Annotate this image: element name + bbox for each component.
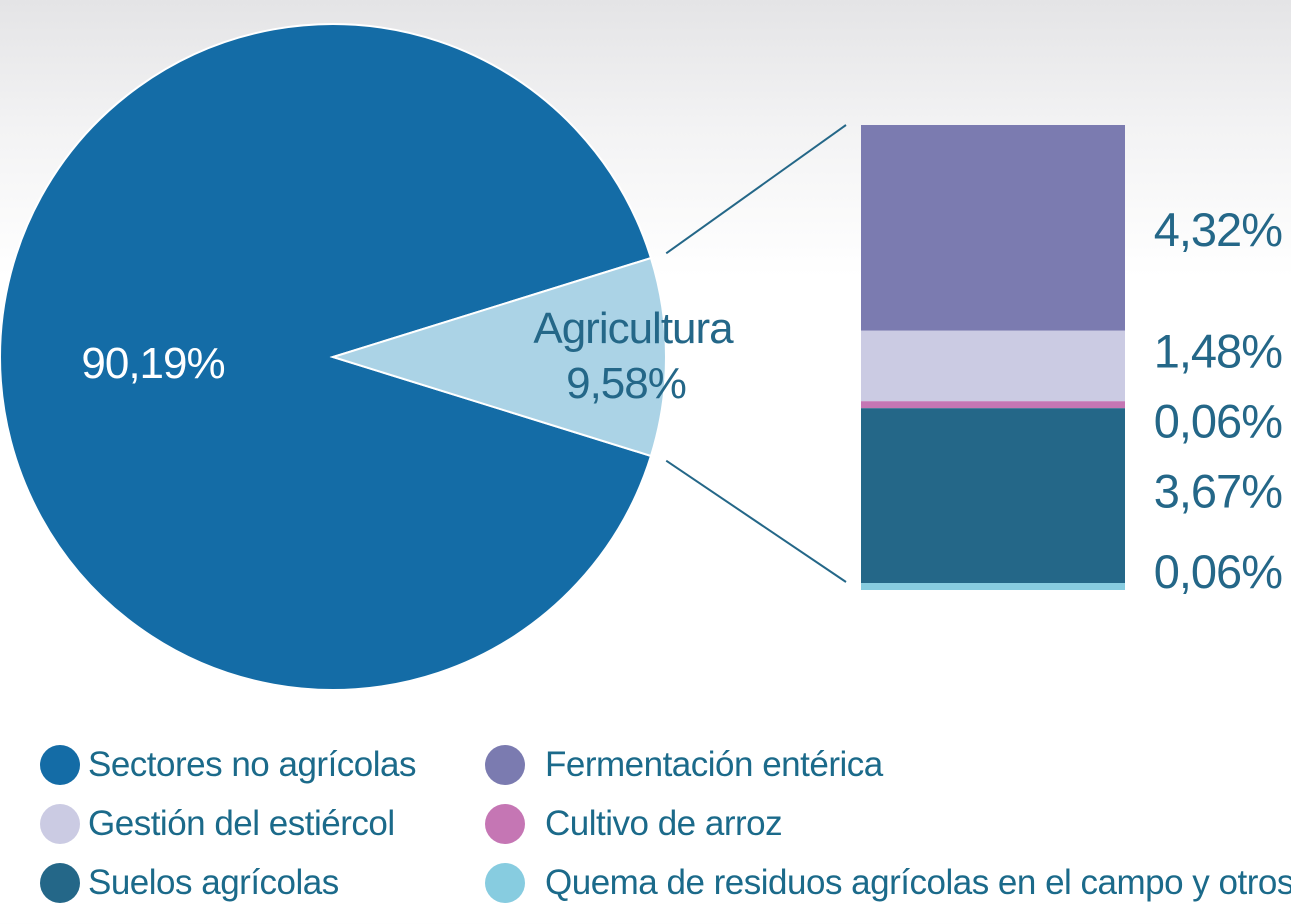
legend-label: Quema de residuos agrícolas en el campo … bbox=[545, 863, 1291, 902]
legend-swatch bbox=[40, 745, 80, 785]
pie-chart: 90,19% Agricultura 9,58% bbox=[0, 23, 735, 691]
bar-value-label: 1,48% bbox=[1154, 324, 1282, 377]
breakdown-labels: 4,32% 1,48% 0,06% 3,67% 0,06% bbox=[1154, 203, 1283, 598]
connector-line-bottom bbox=[665, 459, 847, 583]
bar-value-label: 3,67% bbox=[1154, 464, 1282, 517]
pie-label-agricultura-value: 9,58% bbox=[566, 359, 686, 408]
legend-item: Sectores no agrícolas bbox=[40, 740, 417, 790]
bar-value-label: 4,32% bbox=[1154, 203, 1282, 256]
legend-swatch bbox=[485, 863, 525, 903]
bar-value-label: 0,06% bbox=[1154, 545, 1282, 598]
legend-item: Quema de residuos agrícolas en el campo … bbox=[485, 858, 1291, 908]
legend-swatch bbox=[485, 804, 525, 844]
pie-label-agricultura-name: Agricultura bbox=[533, 304, 734, 353]
legend: Sectores no agrícolas Gestión del estiér… bbox=[40, 740, 1291, 910]
pie-slice-sectores-no-agricolas bbox=[0, 23, 653, 691]
bar-segment-cultivo-de-arroz bbox=[861, 401, 1125, 409]
legend-label: Gestión del estiércol bbox=[88, 804, 395, 843]
legend-swatch bbox=[40, 863, 80, 903]
legend-item: Fermentación entérica bbox=[485, 740, 883, 790]
legend-swatch bbox=[40, 804, 80, 844]
bar-segment-fermentacion-enterica bbox=[861, 125, 1125, 331]
bar-segment-quema-de-residuos-agricolas-en-el-campo-y-otros bbox=[861, 583, 1125, 590]
connector-lines bbox=[665, 124, 847, 583]
legend-label: Fermentación entérica bbox=[545, 745, 883, 784]
bar-value-label: 0,06% bbox=[1154, 394, 1282, 447]
legend-item: Gestión del estiércol bbox=[40, 799, 395, 849]
pie-slice-agricultura bbox=[329, 256, 667, 458]
legend-item: Suelos agrícolas bbox=[40, 858, 339, 908]
legend-label: Sectores no agrícolas bbox=[88, 745, 417, 784]
bar-segment-gestion-del-estiercol bbox=[861, 330, 1125, 402]
connector-line-top bbox=[665, 124, 847, 255]
stacked-breakdown-bar bbox=[861, 125, 1125, 590]
legend-label: Suelos agrícolas bbox=[88, 863, 339, 902]
pie-label-sectores-no-agricolas: 90,19% bbox=[81, 339, 224, 388]
legend-swatch bbox=[485, 745, 525, 785]
legend-item: Cultivo de arroz bbox=[485, 799, 783, 849]
legend-label: Cultivo de arroz bbox=[545, 804, 783, 843]
bar-segment-suelos-agricolas bbox=[861, 408, 1125, 583]
